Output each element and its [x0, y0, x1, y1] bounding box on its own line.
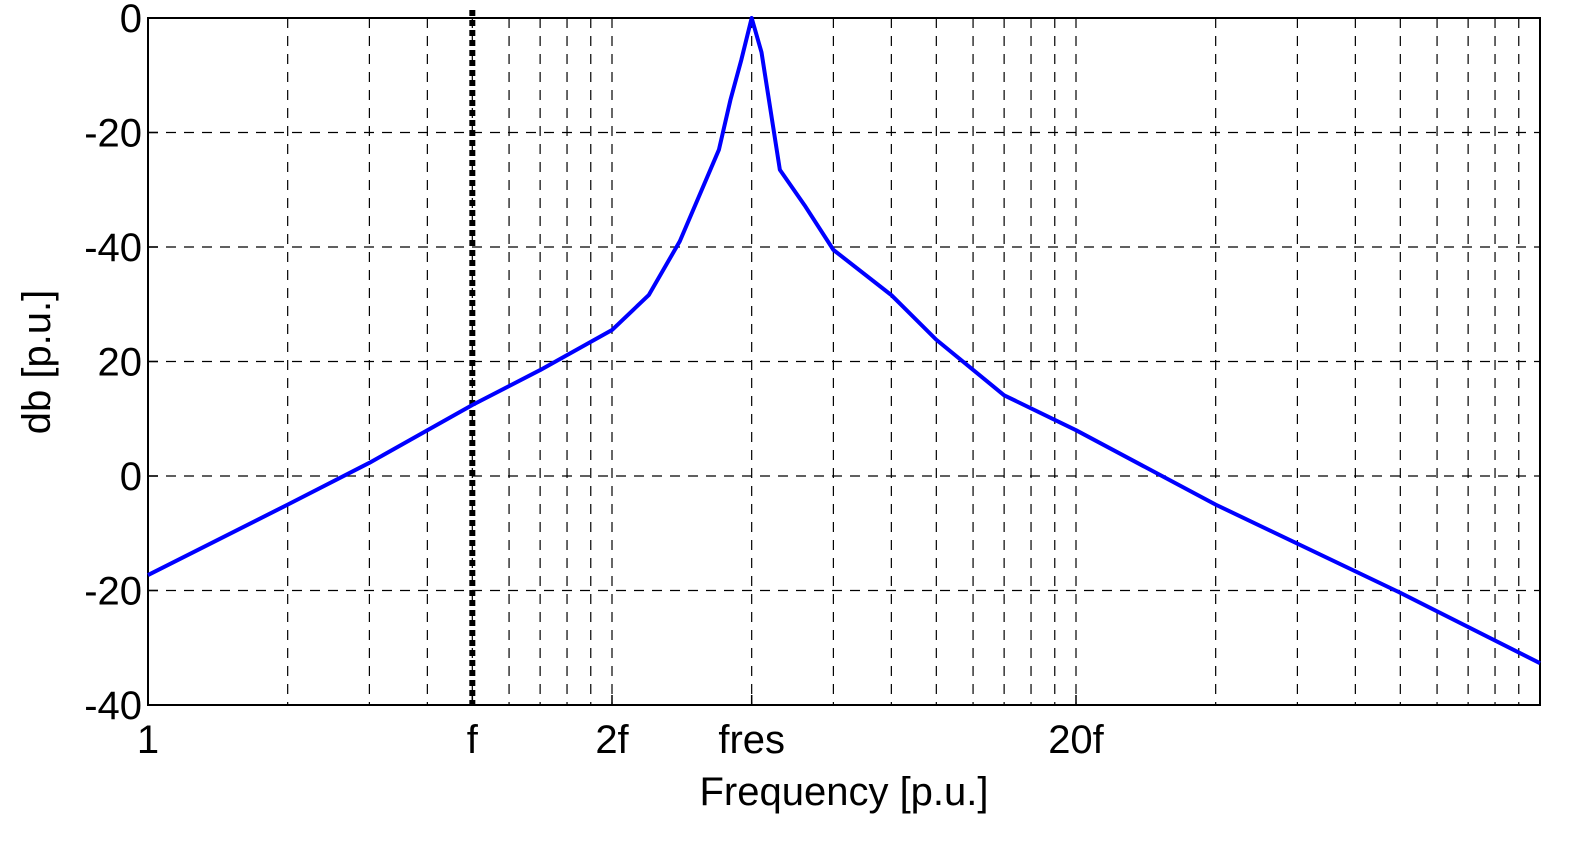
y-axis-label: db [p.u.]	[15, 290, 59, 435]
y-tick-label: 0	[120, 0, 142, 41]
y-tick-label: 20	[98, 341, 143, 385]
y-tick-label: 0	[120, 455, 142, 499]
y-tick-label: -40	[84, 684, 142, 728]
x-axis-label: Frequency [p.u.]	[699, 770, 988, 814]
x-tick-label: fres	[718, 718, 785, 762]
y-tick-label: -40	[84, 226, 142, 270]
x-tick-label: 2f	[595, 718, 629, 762]
x-tick-label: 1	[137, 718, 159, 762]
plot-frame	[147, 17, 1541, 706]
y-tick-label: -20	[84, 112, 142, 156]
y-tick-label: -20	[84, 570, 142, 614]
x-tick-label: 20f	[1048, 718, 1104, 762]
x-tick-label: f	[467, 718, 479, 762]
line-series	[147, 16, 1541, 665]
